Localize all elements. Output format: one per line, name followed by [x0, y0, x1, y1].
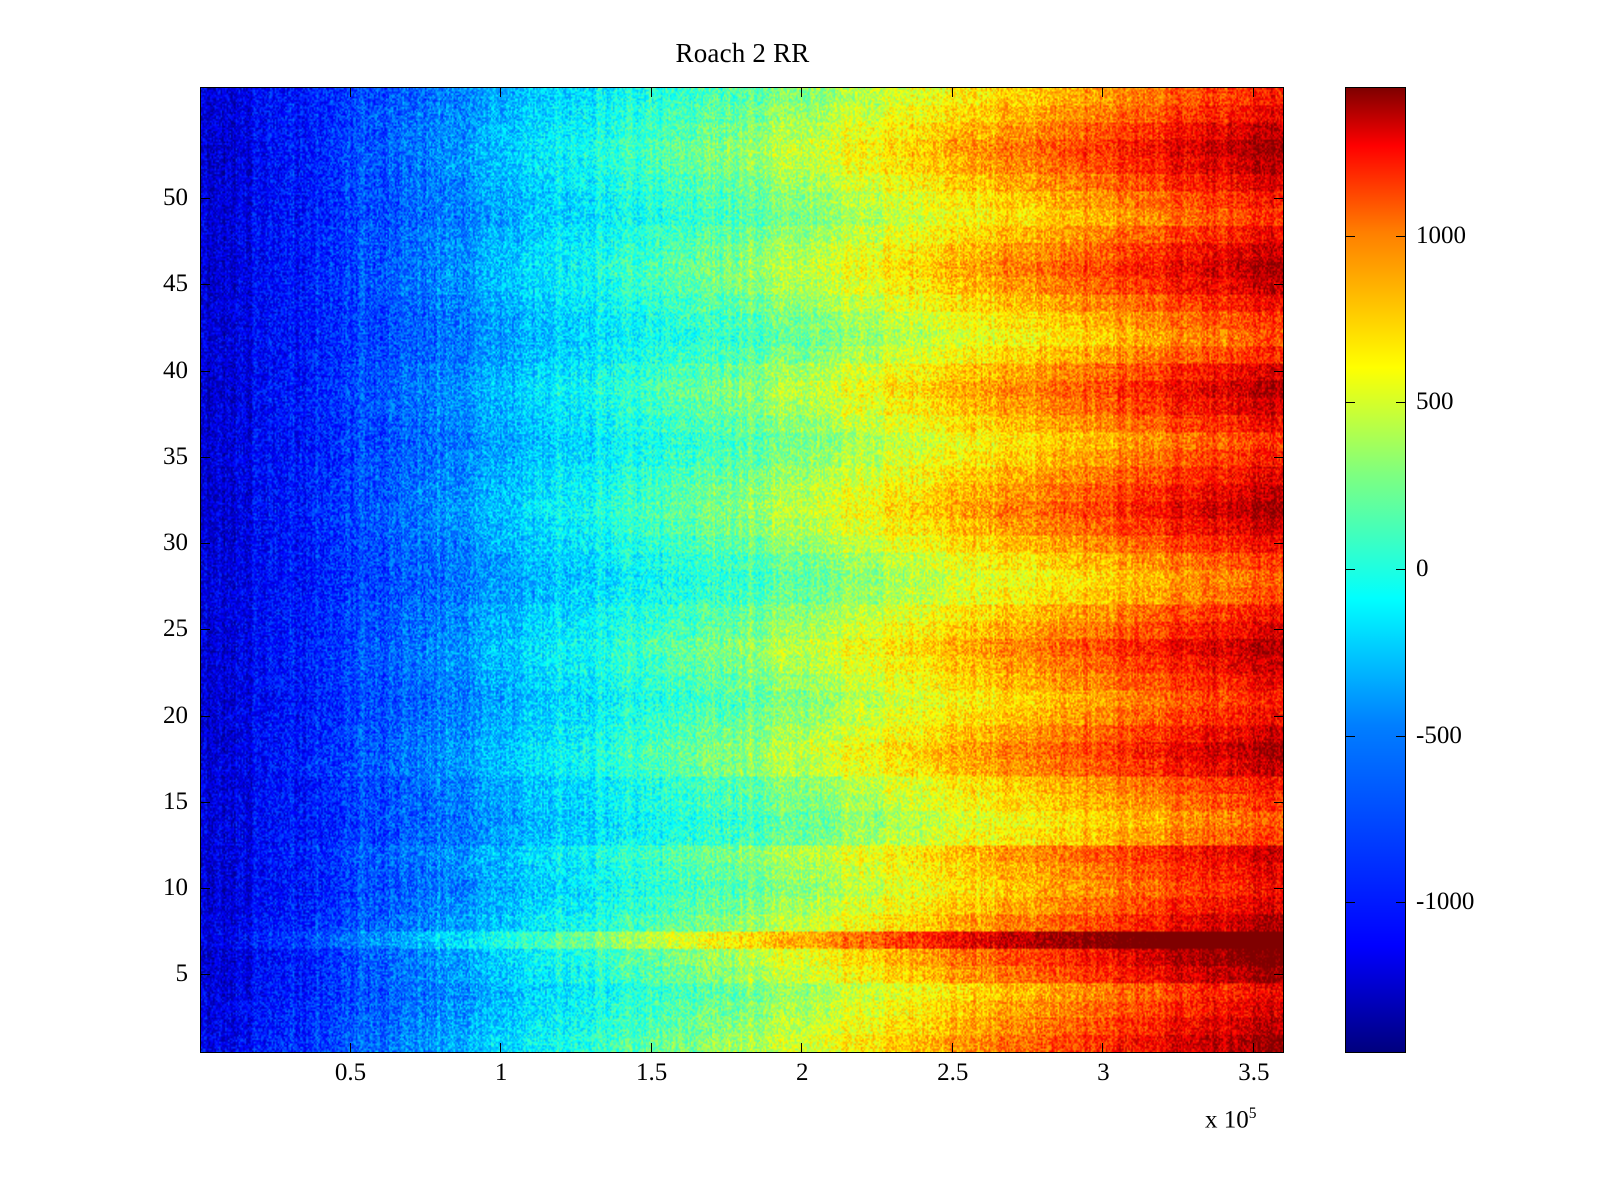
heatmap-image: [201, 88, 1283, 1052]
y-axis-tick-label: 45: [163, 270, 188, 298]
x-axis-tick: [1102, 1043, 1104, 1053]
colorbar-tick: [1346, 902, 1355, 904]
y-axis-tick: [200, 715, 210, 717]
y-axis-tick-right: [1274, 629, 1284, 631]
x-axis-tick-label: 2.5: [937, 1059, 969, 1086]
colorbar-tick-right: [1396, 902, 1405, 904]
colorbar-tick-label: 1000: [1416, 221, 1466, 249]
y-axis-tick-label: 40: [163, 356, 188, 384]
y-axis-tick: [200, 888, 210, 890]
y-axis-tick-right: [1274, 198, 1284, 200]
x-axis-tick: [500, 1043, 502, 1053]
x-axis-tick-label: 3.5: [1238, 1059, 1270, 1086]
y-axis-tick-right: [1274, 284, 1284, 286]
figure-title: Roach 2 RR: [675, 38, 810, 68]
y-axis-tick-label: 50: [163, 184, 188, 212]
y-axis-tick-label: 20: [163, 701, 188, 729]
y-axis-tick-right: [1274, 801, 1284, 803]
colorbar-tick-right: [1396, 735, 1405, 737]
y-axis-tick-right: [1274, 715, 1284, 717]
x-axis-tick: [801, 1043, 803, 1053]
y-axis-tick-right: [1274, 974, 1284, 976]
colorbar-tick-label: -500: [1416, 721, 1462, 749]
colorbar-tick-label: -1000: [1416, 888, 1475, 916]
x-axis-tick: [951, 1043, 953, 1053]
colorbar[interactable]: [1345, 87, 1406, 1053]
x-axis-tick: [650, 1043, 652, 1053]
x-axis-tick-top: [1252, 87, 1254, 97]
x-axis-tick-top: [801, 87, 803, 97]
x-axis-tick-top: [650, 87, 652, 97]
x-axis-tick-label: 2: [795, 1059, 809, 1086]
x-axis-tick-top: [951, 87, 953, 97]
y-axis-tick-label: 25: [163, 615, 188, 643]
x-axis-tick-label: 1.5: [636, 1059, 668, 1086]
x-axis-exponent-label: x 105: [1205, 1105, 1257, 1134]
heatmap-axes[interactable]: [200, 87, 1284, 1053]
colorbar-tick: [1346, 569, 1355, 570]
y-axis-tick-right: [1274, 888, 1284, 890]
colorbar-tick-label: 500: [1416, 388, 1454, 416]
colorbar-tick-right: [1396, 569, 1405, 570]
y-axis-tick-label: 5: [175, 960, 189, 988]
x-axis-tick-top: [500, 87, 502, 97]
x-exponent-power: 5: [1248, 1105, 1257, 1122]
x-axis-tick-label: 0.5: [334, 1059, 367, 1086]
y-axis-tick-label: 35: [163, 442, 188, 470]
x-axis-tick: [349, 1043, 351, 1053]
x-axis-tick-label: 1: [494, 1059, 508, 1086]
y-axis-tick: [200, 198, 210, 200]
colorbar-tick-label: 0: [1416, 555, 1429, 582]
colorbar-tick: [1346, 735, 1355, 737]
y-axis-tick: [200, 370, 210, 372]
y-axis-tick-right: [1274, 370, 1284, 372]
colorbar-tick-right: [1396, 235, 1405, 237]
x-axis-tick-label: 3: [1097, 1059, 1110, 1086]
y-axis-tick: [200, 284, 210, 286]
y-axis-tick: [200, 801, 210, 803]
x-exponent-base: x 10: [1205, 1106, 1249, 1134]
y-axis-tick-label: 10: [163, 874, 188, 902]
y-axis-tick-label: 30: [163, 529, 188, 557]
y-axis-tick-label: 15: [163, 787, 188, 815]
y-axis-tick: [200, 456, 210, 458]
colorbar-tick: [1346, 235, 1355, 237]
colorbar-tick: [1346, 402, 1355, 404]
y-axis-tick-right: [1274, 456, 1284, 458]
x-axis-tick-top: [1102, 87, 1104, 97]
y-axis-tick-right: [1274, 543, 1284, 545]
colorbar-tick-right: [1396, 402, 1405, 404]
y-axis-tick: [200, 974, 210, 976]
x-axis-tick-top: [349, 87, 351, 97]
y-axis-tick: [200, 629, 210, 631]
y-axis-tick: [200, 543, 210, 545]
x-axis-tick: [1252, 1043, 1254, 1053]
